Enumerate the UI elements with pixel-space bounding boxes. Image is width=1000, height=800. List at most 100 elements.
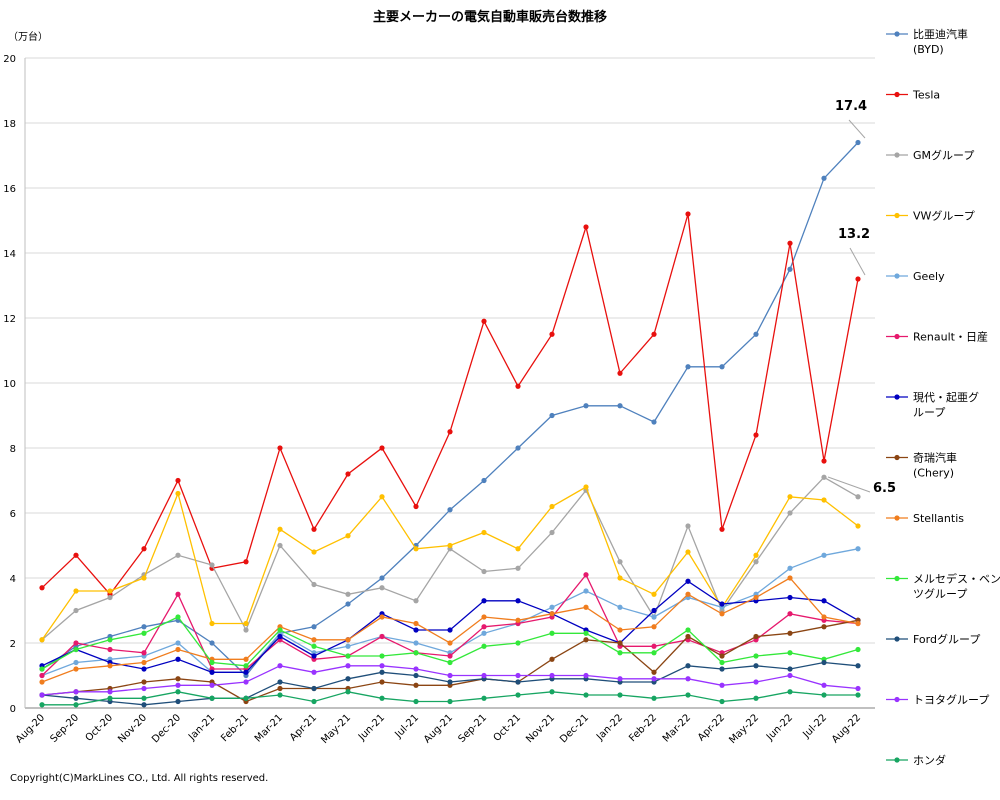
data-point [209, 695, 215, 701]
x-tick-label: Aug-22 [830, 712, 863, 745]
x-tick-label: May-22 [727, 712, 761, 746]
legend-marker [894, 454, 900, 461]
data-point [855, 646, 861, 653]
series-1 [39, 139, 861, 679]
data-point [209, 669, 215, 675]
data-point [243, 656, 249, 662]
data-point [141, 685, 147, 692]
data-point [549, 503, 555, 510]
gridlines [25, 57, 875, 644]
data-point [107, 637, 113, 643]
data-point [821, 624, 827, 630]
data-point [685, 211, 691, 217]
legend-label: ツグループ [913, 587, 967, 601]
series-5 [39, 546, 861, 679]
data-point [481, 614, 487, 620]
data-point [379, 633, 385, 640]
data-point [73, 588, 79, 594]
data-point [175, 552, 181, 558]
data-point [549, 672, 555, 679]
annotations: 17.4 13.2 6.5 [827, 99, 896, 496]
data-point [141, 575, 147, 581]
y-tick-label: 16 [3, 184, 16, 195]
series-12 [39, 663, 861, 698]
y-tick-label: 20 [3, 54, 16, 65]
data-point [515, 679, 521, 685]
data-point [583, 403, 589, 409]
data-point [447, 640, 453, 646]
data-point [345, 689, 351, 695]
data-point [447, 653, 453, 659]
data-point [277, 692, 283, 698]
data-point [821, 458, 827, 464]
data-point [345, 601, 351, 607]
data-point [209, 682, 215, 688]
data-point [787, 594, 793, 601]
data-point [549, 529, 555, 536]
data-point [379, 679, 385, 685]
data-point [379, 614, 385, 620]
data-point [413, 698, 419, 705]
data-point [753, 432, 759, 438]
data-point [855, 494, 861, 500]
data-point [515, 565, 521, 571]
x-tick-label: Nov-21 [524, 712, 557, 745]
data-point [39, 666, 45, 672]
data-point [175, 646, 181, 653]
data-point [685, 692, 691, 698]
data-point [379, 575, 385, 581]
data-point [651, 331, 657, 337]
data-point [481, 529, 487, 536]
data-point [515, 640, 521, 646]
data-point [515, 598, 521, 604]
data-point [39, 692, 45, 698]
data-point [175, 682, 181, 688]
data-point [243, 620, 249, 627]
data-point [481, 568, 487, 575]
data-point [447, 429, 453, 435]
data-point [243, 669, 249, 675]
x-tick-label: Jan-22 [594, 712, 625, 743]
data-point [209, 640, 215, 646]
data-point [345, 653, 351, 659]
series-line [41, 476, 859, 641]
legend-marker [894, 212, 900, 219]
legend-item: Fordグループ [886, 632, 980, 646]
data-point [787, 689, 793, 695]
data-point [141, 624, 147, 630]
y-tick-label: 18 [3, 119, 16, 130]
data-point [719, 526, 725, 532]
data-point [855, 523, 861, 529]
data-point [719, 666, 725, 672]
data-point [413, 627, 419, 633]
data-point [141, 630, 147, 636]
data-point [753, 559, 759, 565]
data-point [651, 591, 657, 597]
data-point [821, 175, 827, 181]
data-point [73, 552, 79, 558]
data-point [481, 598, 487, 604]
data-point [753, 695, 759, 701]
data-point [447, 542, 453, 549]
data-point [685, 523, 691, 529]
x-tick-label: Sep-21 [456, 712, 489, 745]
data-point [311, 581, 317, 588]
data-point [277, 685, 283, 692]
data-point [617, 676, 623, 682]
data-point [413, 666, 419, 672]
data-point [311, 698, 317, 705]
data-point [685, 627, 691, 633]
data-point [753, 653, 759, 659]
x-tick-label: Aug-20 [14, 712, 47, 745]
data-point [447, 659, 453, 666]
legend-marker [894, 636, 900, 642]
legend-label: Stellantis [913, 512, 964, 525]
data-point [617, 650, 623, 656]
axes [24, 58, 875, 709]
x-tick-label: Oct-20 [84, 712, 116, 744]
legend-label: 現代・起亜グ [913, 390, 979, 404]
legend-label: Tesla [912, 89, 940, 102]
data-point [447, 627, 453, 633]
legend-marker [894, 696, 900, 703]
